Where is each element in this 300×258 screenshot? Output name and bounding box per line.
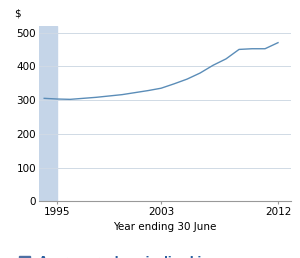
X-axis label: Year ending 30 June: Year ending 30 June [113, 222, 217, 232]
Text: $: $ [14, 9, 20, 19]
Legend: Average real equivalised income: Average real equivalised income [20, 256, 243, 258]
Bar [39, 26, 56, 201]
